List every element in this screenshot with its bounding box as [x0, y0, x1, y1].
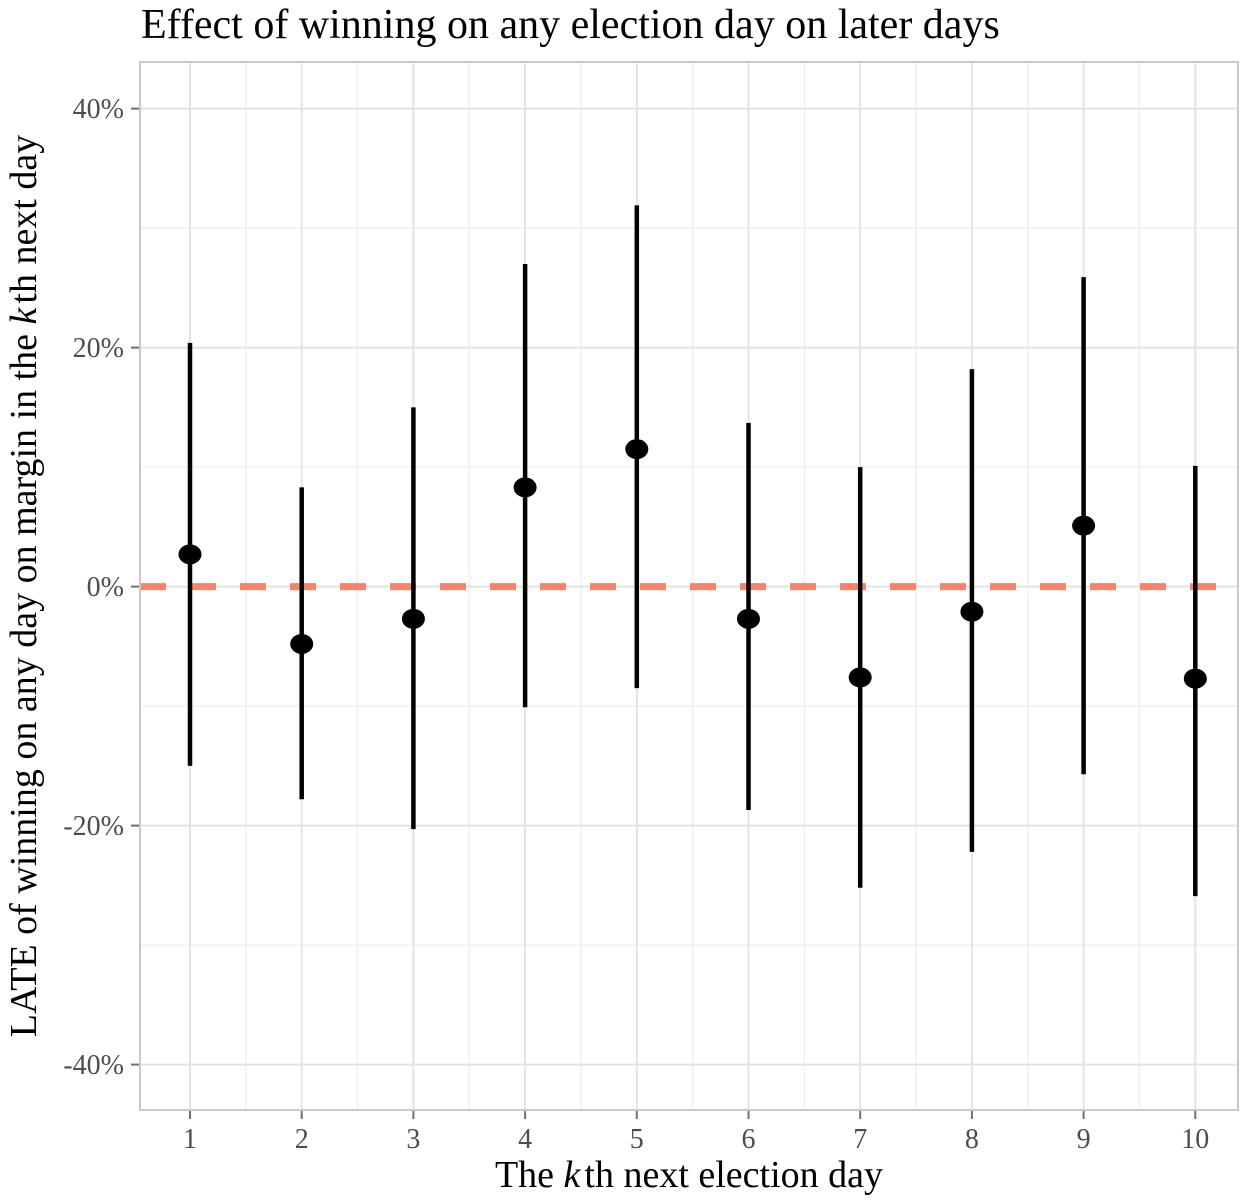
x-tick-label: 8 — [965, 1124, 979, 1155]
point-estimate-day-10 — [1183, 668, 1207, 689]
x-tick-label: 2 — [295, 1124, 309, 1155]
y-axis-title-post: th next day — [3, 134, 45, 304]
point-estimate-day-8 — [960, 601, 984, 622]
y-tick-label: -40% — [63, 1050, 124, 1081]
y-axis-title: LATE of winning on any day on margin in … — [2, 135, 46, 1037]
x-tick-label: 9 — [1077, 1124, 1091, 1155]
x-axis-title-post: th next election day — [584, 1154, 884, 1196]
x-axis-title-pre: The — [494, 1154, 564, 1196]
point-estimate-day-4 — [513, 477, 537, 498]
point-estimate-day-1 — [178, 544, 202, 565]
point-estimate-day-7 — [848, 667, 872, 688]
x-tick-label: 4 — [518, 1124, 532, 1155]
x-axis-title-italic-k: k — [563, 1154, 581, 1196]
point-estimate-day-3 — [401, 608, 425, 629]
y-tick-label: 40% — [73, 94, 124, 125]
y-tick-label: 0% — [87, 572, 124, 603]
y-tick-label: 20% — [73, 333, 124, 364]
x-tick-label: 3 — [406, 1124, 420, 1155]
y-axis-title-pre: LATE of winning on any day on margin in … — [3, 324, 45, 1038]
point-estimate-day-2 — [290, 633, 314, 654]
panel-border — [139, 61, 1239, 1111]
x-axis-title: The k th next election day — [140, 1153, 1238, 1197]
x-tick-label: 5 — [630, 1124, 644, 1155]
point-estimate-day-5 — [625, 439, 649, 460]
point-estimate-day-9 — [1072, 515, 1096, 536]
point-estimate-day-6 — [737, 608, 760, 629]
y-axis-title-italic-k: k — [3, 307, 45, 325]
x-tick-label: 7 — [853, 1124, 867, 1155]
x-tick-label: 6 — [742, 1124, 756, 1155]
y-tick-label: -20% — [63, 811, 124, 842]
x-tick-label: 1 — [183, 1124, 197, 1155]
x-tick-label: 10 — [1181, 1124, 1209, 1155]
chart-title: Effect of winning on any election day on… — [141, 2, 1000, 48]
